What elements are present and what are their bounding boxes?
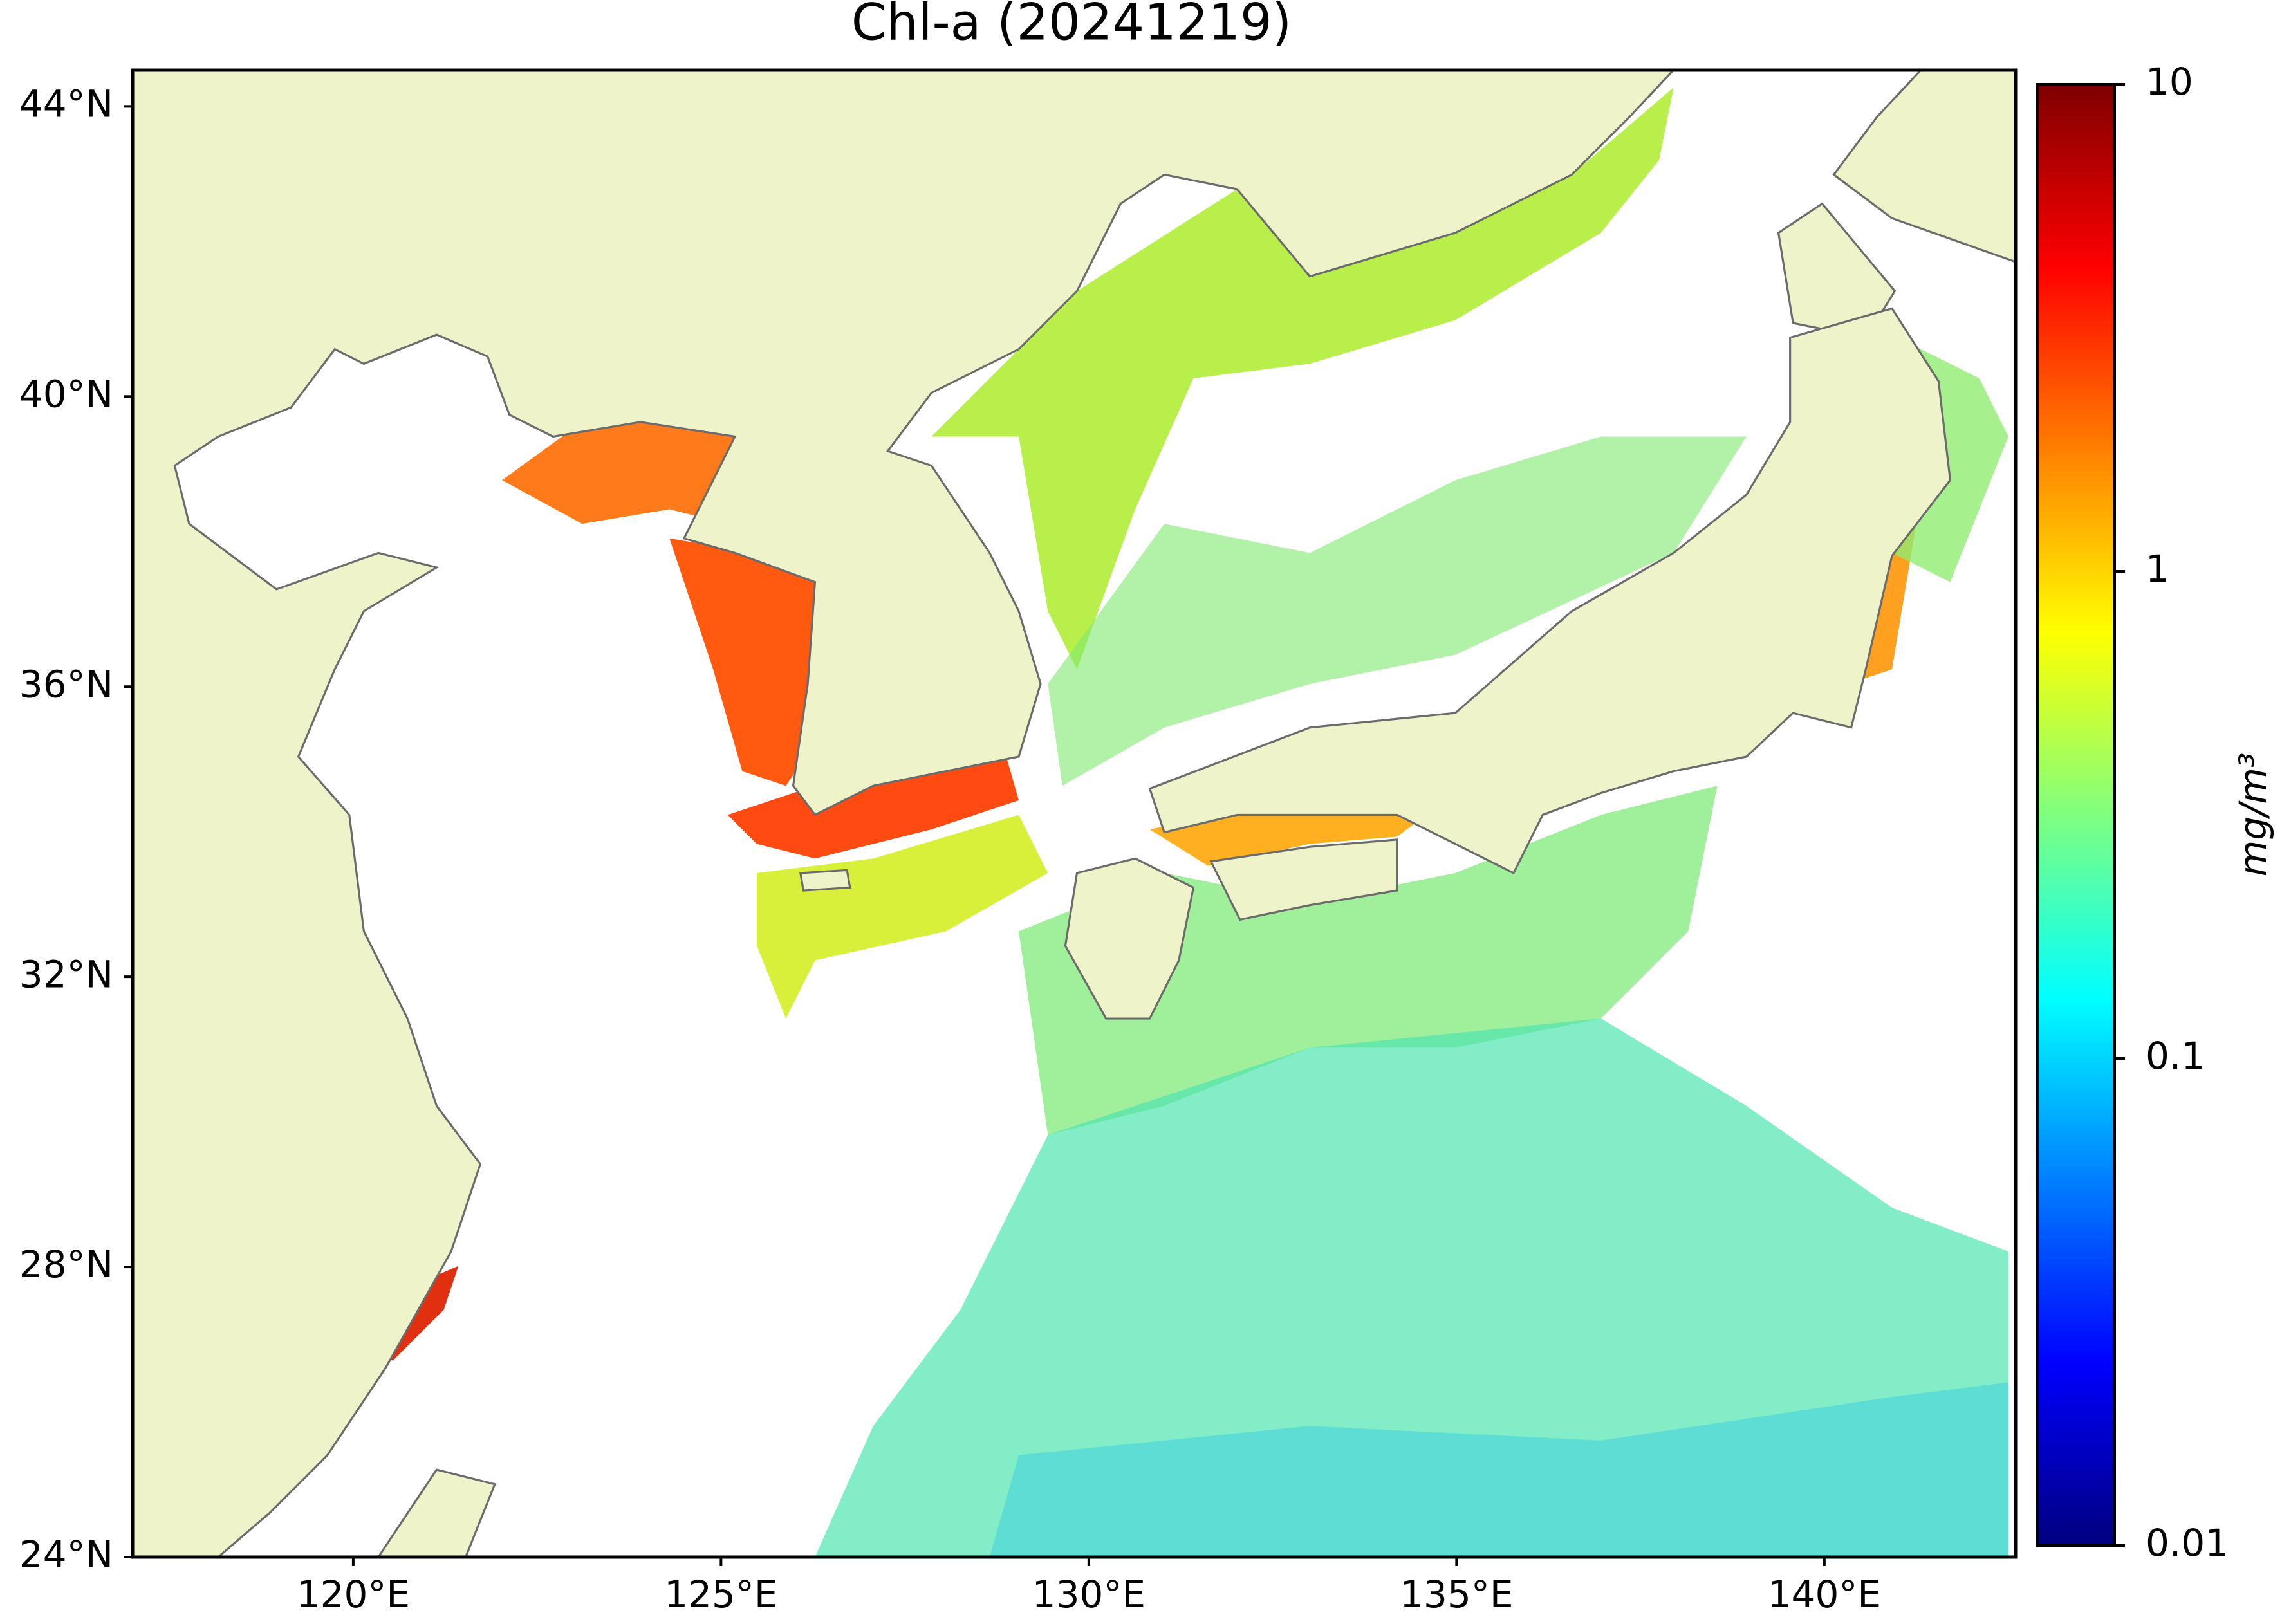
x-tick-label: 125°E bbox=[664, 1573, 777, 1616]
axes-frame bbox=[131, 68, 2018, 1559]
chl-patch bbox=[502, 421, 743, 524]
chl-patch bbox=[931, 87, 1674, 670]
colorbar-tick-label: 1 bbox=[2146, 547, 2169, 591]
y-tick-label: 32°N bbox=[19, 952, 113, 996]
y-tick-label: 40°N bbox=[19, 372, 113, 416]
colorbar-label: mg/m³ bbox=[2231, 753, 2275, 877]
y-tick-label: 36°N bbox=[19, 662, 113, 706]
sakhalin bbox=[1832, 69, 2016, 263]
x-tick-label: 120°E bbox=[297, 1573, 410, 1616]
shikoku bbox=[1209, 838, 1398, 921]
chl-patch bbox=[1019, 786, 1718, 1135]
chl-patch bbox=[669, 538, 815, 786]
kyushu bbox=[1064, 857, 1195, 1020]
colorbar bbox=[2036, 83, 2116, 1547]
jeju bbox=[799, 869, 851, 892]
colorbar-tick-label: 0.1 bbox=[2146, 1034, 2205, 1078]
chl-field bbox=[364, 87, 2008, 1557]
map bbox=[132, 69, 2016, 1557]
y-tick-label: 28°N bbox=[19, 1242, 113, 1286]
y-tick-label: 44°N bbox=[19, 82, 113, 125]
continent bbox=[132, 69, 1675, 1557]
taiwan bbox=[377, 1468, 497, 1557]
land bbox=[132, 69, 2016, 1557]
colorbar-tick-label: 10 bbox=[2146, 60, 2193, 104]
chl-patch bbox=[1048, 436, 1747, 786]
x-tick-label: 135°E bbox=[1400, 1573, 1513, 1616]
chl-patch bbox=[727, 749, 1019, 859]
x-tick-label: 140°E bbox=[1768, 1573, 1881, 1616]
x-tick-label: 130°E bbox=[1032, 1573, 1146, 1616]
chl-patch bbox=[815, 1019, 2008, 1557]
colorbar-tick-label: 0.01 bbox=[2146, 1521, 2229, 1565]
chl-patch bbox=[756, 815, 1048, 1019]
chart-title: Chl-a (20241219) bbox=[851, 0, 1292, 51]
y-tick-label: 24°N bbox=[19, 1533, 113, 1576]
chl-patch bbox=[989, 1382, 2008, 1557]
honshu bbox=[1148, 307, 1952, 875]
